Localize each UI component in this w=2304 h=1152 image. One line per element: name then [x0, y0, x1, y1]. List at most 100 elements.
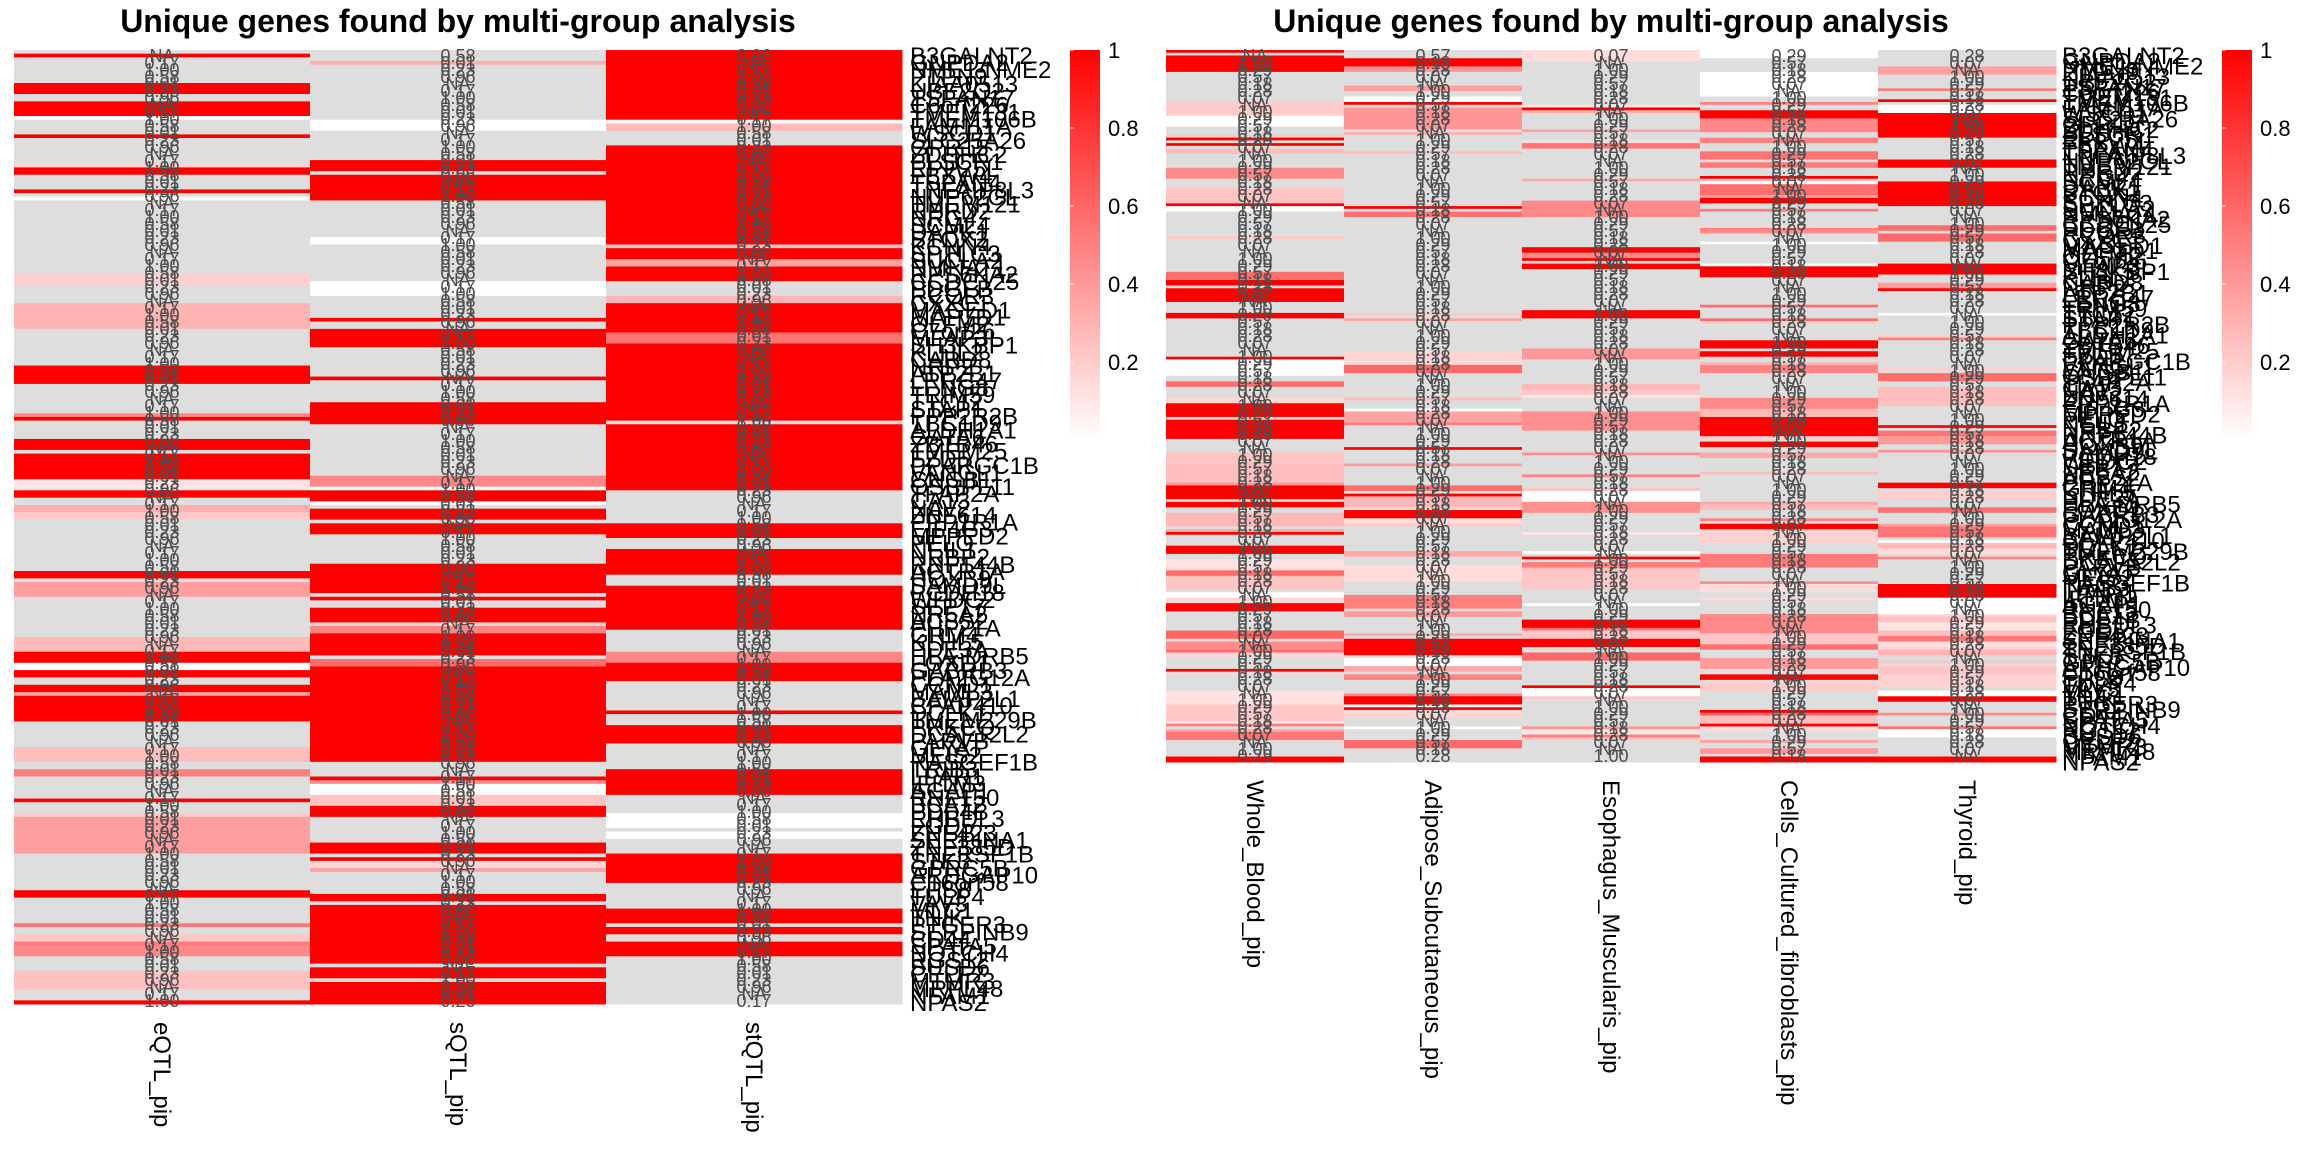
heatmap-cell — [310, 717, 607, 722]
heatmap-cell — [14, 141, 311, 146]
heatmap-cell — [310, 908, 607, 913]
cell-value-label: 0.23 — [144, 767, 179, 787]
heatmap-cell — [310, 325, 607, 330]
heatmap-cell — [310, 794, 607, 800]
heatmap-cell — [606, 442, 903, 447]
column-label: Whole_Blood_pip — [1241, 780, 1268, 968]
heatmap-cell — [14, 758, 311, 763]
heatmap-cell — [14, 699, 311, 704]
heatmap-cell — [606, 923, 903, 928]
heatmap-cell — [14, 673, 311, 678]
cell-value-label: 0.58 — [440, 634, 475, 654]
cell-value-label: 0.58 — [440, 830, 475, 850]
heatmap-cell — [14, 695, 311, 700]
heatmap-cell — [14, 457, 311, 462]
heatmap-cell — [606, 61, 903, 66]
cell-value-label: 0.01 — [736, 424, 771, 444]
heatmap-cell — [14, 369, 311, 374]
heatmap-cell — [14, 354, 311, 359]
cell-value-label: 0.96 — [440, 802, 475, 822]
heatmap-cell — [310, 460, 607, 466]
heatmap-cell — [14, 802, 311, 807]
heatmap-cell — [606, 424, 903, 429]
heatmap-cell — [310, 321, 607, 326]
heatmap-cell — [310, 424, 607, 429]
heatmap-cell — [310, 200, 607, 205]
heatmap-cell — [310, 152, 607, 157]
heatmap-cell — [310, 703, 607, 708]
cell-value-label: 0.96 — [144, 480, 179, 500]
heatmap-cell — [14, 813, 311, 818]
cell-value-label: 0.58 — [144, 802, 179, 822]
heatmap-cell — [606, 281, 903, 286]
legend-tick-label: 0.4 — [2260, 272, 2291, 297]
cell-value-label: 0.01 — [736, 81, 771, 101]
heatmap-cell — [310, 75, 607, 80]
heatmap-cell — [14, 611, 311, 616]
cell-value-label: 0.58 — [736, 466, 771, 486]
heatmap-cell — [310, 765, 607, 770]
heatmap-cell — [310, 805, 607, 811]
heatmap-cell — [606, 677, 903, 682]
cell-value-label: 0.96 — [440, 263, 475, 283]
heatmap-cell — [14, 956, 311, 961]
heatmap-cell — [606, 794, 903, 800]
heatmap-cell — [310, 556, 607, 561]
heatmap-cell — [606, 596, 903, 601]
heatmap-cell — [606, 754, 903, 759]
cell-value-label: 0.96 — [440, 557, 475, 577]
cell-value-label: 0.17 — [736, 501, 771, 521]
heatmap-cell — [14, 831, 311, 836]
heatmap-cell — [310, 248, 607, 253]
heatmap-cell — [606, 299, 903, 304]
heatmap-cell — [310, 134, 607, 139]
heatmap-cell — [606, 871, 903, 877]
heatmap-cell — [606, 303, 903, 308]
heatmap-cell — [606, 695, 903, 700]
heatmap-cell — [310, 196, 607, 201]
cell-value-label: 0.96 — [736, 291, 771, 311]
heatmap-cell — [606, 706, 903, 711]
cell-value-label: 1.00 — [440, 872, 475, 892]
heatmap-cell — [606, 783, 903, 789]
heatmap-cell — [14, 413, 311, 418]
heatmap-cell — [14, 556, 311, 561]
cell-value-label: 1.00 — [440, 578, 475, 598]
heatmap-panel-2: Unique genes found by multi-group analys… — [1166, 3, 2291, 1106]
heatmap-cell — [14, 563, 311, 568]
cell-value-label: NA — [741, 249, 766, 269]
heatmap-cell — [606, 325, 903, 330]
heatmap-cell — [14, 497, 311, 502]
heatmap-cell — [310, 204, 607, 209]
heatmap-cell — [14, 805, 311, 811]
heatmap-cell — [14, 171, 311, 176]
cell-value-label: NA — [445, 368, 470, 388]
heatmap-cell — [606, 607, 903, 612]
heatmap-cell — [606, 732, 903, 737]
cell-value-label: 0.01 — [440, 886, 475, 906]
legend-colorbar — [1070, 50, 1100, 440]
heatmap-cell — [14, 508, 311, 513]
heatmap-cell — [14, 967, 311, 972]
cell-value-label: 0.23 — [440, 991, 475, 1011]
cell-value-label: 0.23 — [144, 669, 179, 689]
heatmap-cell — [310, 893, 607, 899]
cell-value-label: 0.23 — [736, 284, 771, 304]
cell-value-label: 0.01 — [736, 522, 771, 542]
heatmap-cell — [14, 527, 311, 532]
heatmap-cell — [14, 321, 311, 326]
cell-value-label: NA — [445, 270, 470, 290]
heatmap-cell — [14, 427, 311, 433]
heatmap-cell — [14, 486, 311, 491]
heatmap-cell — [606, 798, 903, 803]
heatmap-cell — [606, 530, 903, 535]
heatmap-cell — [14, 622, 311, 627]
cell-value-label: 0.18 — [1771, 746, 1806, 766]
heatmap-cell — [310, 732, 607, 737]
heatmap-cell — [14, 163, 311, 168]
cell-value-label: 0.96 — [736, 95, 771, 115]
heatmap-cell — [310, 61, 607, 66]
heatmap-cell — [310, 288, 607, 293]
heatmap-cell — [310, 130, 607, 135]
